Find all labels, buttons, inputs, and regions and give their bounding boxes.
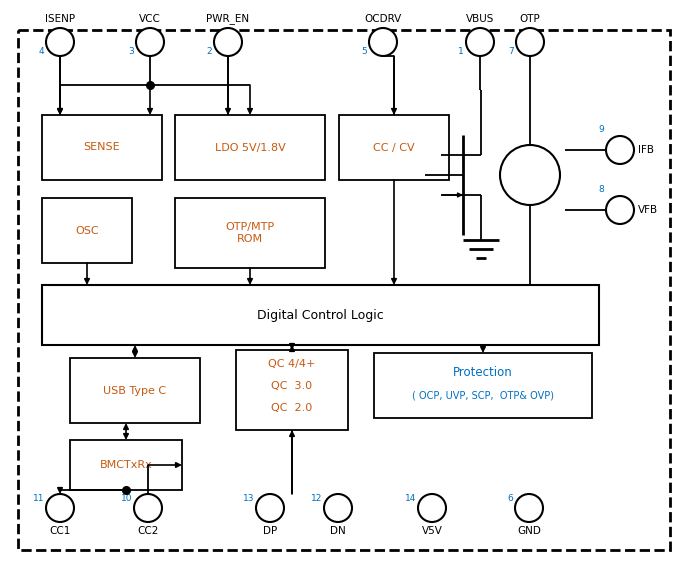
Circle shape bbox=[46, 494, 74, 522]
Text: VFB: VFB bbox=[638, 205, 658, 215]
Text: Digital Control Logic: Digital Control Logic bbox=[257, 309, 384, 321]
Circle shape bbox=[418, 494, 446, 522]
Text: GND: GND bbox=[517, 526, 541, 536]
Text: 11: 11 bbox=[32, 494, 44, 503]
Text: ( OCP, UVP, SCP,  OTP& OVP): ( OCP, UVP, SCP, OTP& OVP) bbox=[412, 391, 554, 400]
Text: 9: 9 bbox=[599, 125, 604, 134]
Text: CC2: CC2 bbox=[138, 526, 159, 536]
Text: DP: DP bbox=[263, 526, 277, 536]
Text: 8: 8 bbox=[599, 185, 604, 194]
Circle shape bbox=[46, 28, 74, 56]
Bar bbox=[339, 115, 449, 180]
Text: ISENP: ISENP bbox=[45, 14, 75, 24]
Text: BMCTxRx: BMCTxRx bbox=[100, 460, 152, 470]
Circle shape bbox=[516, 28, 544, 56]
Text: LDO 5V/1.8V: LDO 5V/1.8V bbox=[215, 142, 286, 153]
Circle shape bbox=[256, 494, 284, 522]
Text: 14: 14 bbox=[405, 494, 416, 503]
Text: USB Type C: USB Type C bbox=[103, 385, 166, 396]
Text: OSC: OSC bbox=[75, 225, 99, 236]
Text: QC 4/4+: QC 4/4+ bbox=[268, 359, 316, 369]
Text: V5V: V5V bbox=[422, 526, 442, 536]
Circle shape bbox=[214, 28, 242, 56]
Text: VBUS: VBUS bbox=[466, 14, 494, 24]
Text: 3: 3 bbox=[128, 47, 134, 56]
Bar bbox=[236, 350, 348, 430]
Text: SENSE: SENSE bbox=[84, 142, 120, 153]
Text: QC  2.0: QC 2.0 bbox=[271, 403, 312, 413]
Circle shape bbox=[324, 494, 352, 522]
Circle shape bbox=[369, 28, 397, 56]
Text: 13: 13 bbox=[242, 494, 254, 503]
Bar bbox=[70, 358, 200, 423]
Text: DN: DN bbox=[330, 526, 346, 536]
Text: 2: 2 bbox=[206, 47, 212, 56]
Circle shape bbox=[466, 28, 494, 56]
Text: 7: 7 bbox=[508, 47, 514, 56]
Bar bbox=[70, 440, 182, 490]
Text: VCC: VCC bbox=[139, 14, 161, 24]
Text: IFB: IFB bbox=[638, 145, 654, 155]
Text: 6: 6 bbox=[507, 494, 513, 503]
Bar bbox=[42, 115, 162, 180]
Text: PWR_EN: PWR_EN bbox=[206, 13, 250, 24]
Text: 12: 12 bbox=[310, 494, 322, 503]
Circle shape bbox=[136, 28, 164, 56]
Bar bbox=[175, 115, 325, 180]
Text: Protection: Protection bbox=[453, 366, 513, 379]
Text: 5: 5 bbox=[361, 47, 367, 56]
Bar bbox=[374, 353, 592, 418]
Text: 10: 10 bbox=[120, 494, 132, 503]
Text: CC / CV: CC / CV bbox=[373, 142, 415, 153]
Text: 1: 1 bbox=[458, 47, 464, 56]
Circle shape bbox=[606, 136, 634, 164]
Bar bbox=[42, 285, 599, 345]
Text: OTP/MTP
ROM: OTP/MTP ROM bbox=[226, 222, 275, 244]
Text: 4: 4 bbox=[39, 47, 44, 56]
Circle shape bbox=[515, 494, 543, 522]
Circle shape bbox=[134, 494, 162, 522]
Text: OTP: OTP bbox=[519, 14, 540, 24]
Bar bbox=[42, 198, 132, 263]
Text: QC  3.0: QC 3.0 bbox=[272, 381, 312, 391]
Bar bbox=[175, 198, 325, 268]
Circle shape bbox=[606, 196, 634, 224]
Text: CC1: CC1 bbox=[50, 526, 71, 536]
Circle shape bbox=[500, 145, 560, 205]
Text: OCDRV: OCDRV bbox=[365, 14, 402, 24]
